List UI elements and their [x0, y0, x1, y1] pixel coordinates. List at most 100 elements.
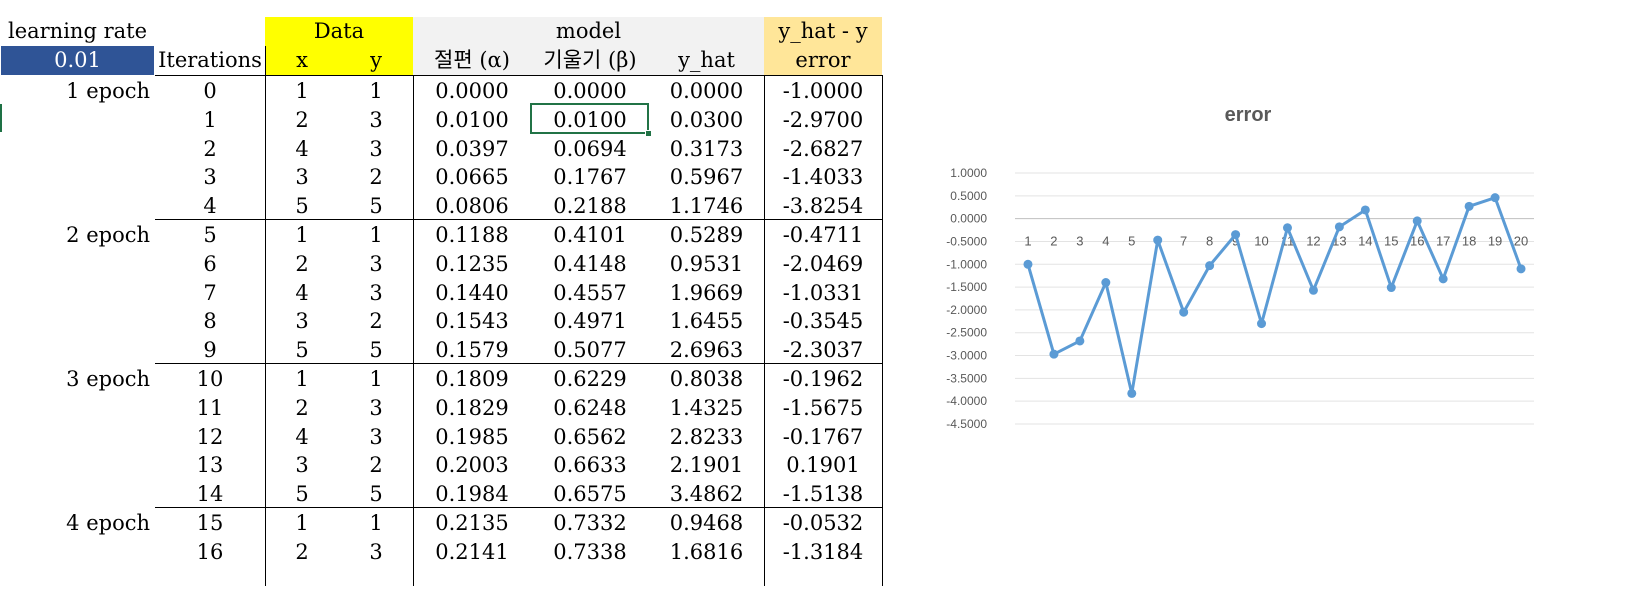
error-point[interactable] — [1075, 336, 1085, 346]
error-point[interactable] — [1386, 283, 1396, 293]
intercept-cell[interactable]: 0.2135 — [435, 511, 509, 535]
x-cell[interactable]: 1 — [295, 367, 309, 391]
slope-cell[interactable]: 0.6575 — [553, 482, 627, 507]
slope-cell[interactable]: 0.6248 — [553, 395, 627, 420]
y-cell[interactable]: 3 — [369, 539, 383, 564]
x-cell[interactable]: 5 — [295, 338, 309, 363]
y-cell[interactable]: 1 — [369, 79, 383, 103]
y-cell[interactable]: 3 — [369, 136, 383, 161]
selected-cell[interactable] — [530, 103, 649, 134]
error-cell[interactable]: -0.1767 — [782, 424, 864, 449]
yhat-cell[interactable]: 2.1901 — [669, 453, 744, 478]
error-cell[interactable]: -2.3037 — [782, 338, 864, 363]
y-cell[interactable]: 3 — [369, 251, 383, 276]
error-cell[interactable]: -1.5138 — [782, 482, 864, 507]
error-point[interactable] — [1464, 201, 1474, 211]
yhat-cell[interactable]: 0.5289 — [669, 223, 744, 247]
slope-cell[interactable]: 0.1767 — [553, 165, 627, 190]
yhat-cell[interactable]: 1.6816 — [669, 539, 744, 564]
x-cell[interactable]: 4 — [295, 136, 309, 161]
error-cell[interactable]: -0.0532 — [782, 511, 864, 535]
error-cell[interactable]: 0.1901 — [786, 453, 860, 478]
x-cell[interactable]: 5 — [295, 482, 309, 507]
y-cell[interactable]: 1 — [369, 367, 383, 391]
error-point[interactable] — [1334, 222, 1344, 232]
intercept-cell[interactable]: 0.1440 — [435, 280, 509, 305]
x-cell[interactable]: 1 — [295, 79, 309, 103]
yhat-cell[interactable]: 0.0000 — [669, 79, 744, 103]
error-point[interactable] — [1127, 388, 1137, 398]
iteration-cell[interactable]: 5 — [203, 223, 217, 247]
error-point[interactable] — [1308, 285, 1318, 295]
error-point[interactable] — [1231, 230, 1241, 240]
yhat-cell[interactable]: 0.9468 — [669, 511, 744, 535]
error-cell[interactable]: -1.4033 — [782, 165, 864, 190]
slope-cell[interactable]: 0.0000 — [553, 79, 627, 103]
intercept-cell[interactable]: 0.0665 — [435, 165, 509, 190]
error-cell[interactable]: -2.0469 — [782, 251, 864, 276]
error-point[interactable] — [1412, 216, 1422, 226]
yhat-cell[interactable]: 0.5967 — [669, 165, 744, 190]
slope-cell[interactable]: 0.4971 — [553, 309, 627, 334]
y-cell[interactable]: 3 — [369, 107, 383, 132]
learning-rate-cell[interactable] — [1, 46, 154, 75]
slope-cell[interactable]: 0.2188 — [553, 194, 627, 219]
error-cell[interactable]: -0.3545 — [782, 309, 864, 334]
x-cell[interactable]: 3 — [295, 309, 309, 334]
y-cell[interactable]: 2 — [369, 309, 383, 334]
intercept-cell[interactable]: 0.1984 — [435, 482, 509, 507]
error-cell[interactable]: -1.0331 — [782, 280, 864, 305]
intercept-cell[interactable]: 0.0397 — [435, 136, 509, 161]
iteration-cell[interactable]: 1 — [203, 107, 217, 132]
iteration-cell[interactable]: 10 — [196, 367, 224, 391]
x-cell[interactable]: 3 — [295, 165, 309, 190]
y-cell[interactable]: 5 — [369, 338, 383, 363]
iteration-cell[interactable]: 0 — [203, 79, 217, 103]
intercept-cell[interactable]: 0.1543 — [435, 309, 509, 334]
slope-cell[interactable]: 0.0694 — [553, 136, 627, 161]
yhat-cell[interactable]: 1.4325 — [669, 395, 744, 420]
intercept-cell[interactable]: 0.0000 — [435, 79, 509, 103]
slope-cell[interactable]: 0.4557 — [553, 280, 627, 305]
iteration-cell[interactable]: 2 — [203, 136, 217, 161]
slope-cell[interactable]: 0.4148 — [553, 251, 627, 276]
intercept-cell[interactable]: 0.1809 — [435, 367, 509, 391]
error-cell[interactable]: -0.1962 — [782, 367, 864, 391]
error-point[interactable] — [1282, 223, 1292, 233]
error-series-line[interactable] — [1026, 196, 1523, 395]
slope-cell[interactable]: 0.6562 — [553, 424, 627, 449]
yhat-cell[interactable]: 0.3173 — [669, 136, 744, 161]
x-cell[interactable]: 2 — [295, 539, 309, 564]
slope-cell[interactable]: 0.6633 — [553, 453, 627, 478]
error-cell[interactable]: -2.9700 — [782, 107, 864, 132]
x-cell[interactable]: 2 — [295, 251, 309, 276]
error-point[interactable] — [1490, 193, 1500, 203]
error-point[interactable] — [1516, 264, 1526, 274]
iteration-cell[interactable]: 16 — [196, 539, 224, 564]
error-point[interactable] — [1179, 307, 1189, 317]
error-point[interactable] — [1023, 259, 1033, 269]
yhat-cell[interactable]: 1.6455 — [669, 309, 744, 334]
slope-cell[interactable]: 0.6229 — [553, 367, 627, 391]
error-point[interactable] — [1153, 235, 1163, 245]
y-cell[interactable]: 5 — [369, 482, 383, 507]
intercept-cell[interactable]: 0.1985 — [435, 424, 509, 449]
yhat-cell[interactable]: 1.9669 — [669, 280, 744, 305]
intercept-cell[interactable]: 0.1235 — [435, 251, 509, 276]
iteration-cell[interactable]: 4 — [203, 194, 217, 219]
error-point[interactable] — [1049, 349, 1059, 359]
intercept-cell[interactable]: 0.1829 — [435, 395, 509, 420]
y-cell[interactable]: 3 — [369, 424, 383, 449]
x-cell[interactable]: 3 — [295, 453, 309, 478]
intercept-cell[interactable]: 0.2141 — [435, 539, 509, 564]
error-point[interactable] — [1257, 319, 1267, 329]
error-chart[interactable]: 1.0000 0.5000 0.0000 -0.5000 -1.0000 -1.5000 -… — [940, 0, 1634, 585]
intercept-cell[interactable]: 0.1188 — [435, 223, 509, 247]
x-cell[interactable]: 1 — [295, 511, 309, 535]
y-cell[interactable]: 2 — [369, 165, 383, 190]
y-cell[interactable]: 3 — [369, 395, 383, 420]
error-cell[interactable]: -1.5675 — [782, 395, 864, 420]
intercept-cell[interactable]: 0.2003 — [435, 453, 509, 478]
slope-cell[interactable]: 0.7338 — [553, 539, 627, 564]
y-cell[interactable]: 5 — [369, 194, 383, 219]
